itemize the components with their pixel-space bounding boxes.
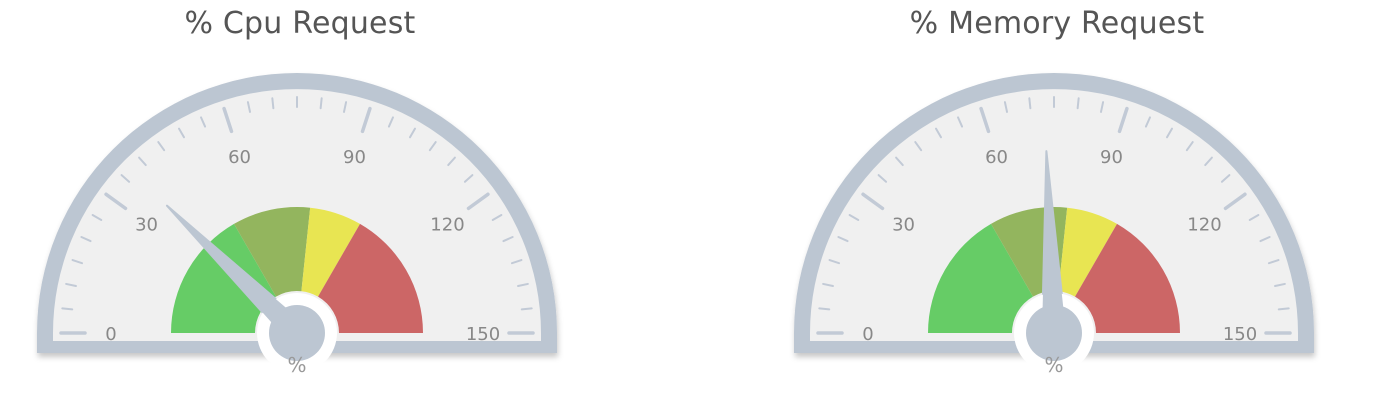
- gauge-band: [234, 207, 311, 297]
- tick-label: 30: [135, 215, 158, 236]
- minor-tick: [157, 141, 166, 152]
- minor-tick: [1003, 101, 1009, 113]
- tick-label: 0: [105, 324, 116, 345]
- minor-tick: [818, 307, 831, 311]
- tick-label: 120: [430, 215, 464, 236]
- minor-tick: [65, 282, 77, 288]
- minor-tick: [1166, 127, 1173, 139]
- tick-label: 60: [985, 147, 1008, 168]
- minor-tick: [61, 307, 74, 311]
- tick-label: 90: [343, 147, 366, 168]
- tick-label: 150: [1223, 324, 1257, 345]
- minor-tick: [895, 156, 904, 167]
- minor-tick: [387, 116, 394, 128]
- minor-tick: [428, 141, 437, 152]
- minor-tick: [1204, 156, 1213, 167]
- minor-tick: [1028, 97, 1032, 110]
- minor-tick: [1267, 259, 1280, 265]
- minor-tick: [200, 116, 207, 128]
- gauge-unit-label: %: [1044, 353, 1063, 377]
- minor-tick: [957, 116, 964, 128]
- tick-label: 150: [466, 324, 500, 345]
- minor-tick: [1185, 141, 1194, 152]
- minor-tick: [463, 174, 474, 183]
- minor-tick: [91, 214, 103, 221]
- major-tick: [979, 106, 991, 134]
- minor-tick: [138, 156, 147, 167]
- major-tick: [1223, 192, 1247, 211]
- minor-tick: [342, 101, 348, 113]
- cpu-request-gauge: 0 30 60 90 120 150 %: [37, 73, 557, 377]
- minor-tick: [1220, 174, 1231, 183]
- minor-tick: [502, 236, 514, 243]
- tick-label: 30: [892, 215, 915, 236]
- minor-tick: [914, 141, 923, 152]
- minor-tick: [319, 97, 323, 110]
- minor-tick: [1076, 97, 1080, 110]
- minor-tick: [271, 97, 275, 110]
- minor-tick: [1248, 214, 1260, 221]
- minor-tick: [520, 307, 533, 311]
- minor-tick: [1099, 101, 1105, 113]
- minor-tick: [877, 174, 888, 183]
- gauge-band: [1075, 223, 1180, 333]
- minor-tick: [510, 259, 523, 265]
- gauge-title: % Memory Request: [909, 6, 1205, 41]
- memory-request-gauge: 0 30 60 90 120 150 %: [794, 73, 1314, 377]
- minor-tick: [837, 236, 849, 243]
- major-tick: [1117, 106, 1129, 134]
- major-tick: [222, 106, 234, 134]
- major-tick: [360, 106, 372, 134]
- gauge-band: [928, 223, 1033, 333]
- minor-tick: [848, 214, 860, 221]
- minor-tick: [409, 127, 416, 139]
- gauge-needle-front: [166, 205, 306, 342]
- minor-tick: [1277, 307, 1290, 311]
- minor-tick: [1274, 282, 1286, 288]
- tick-label: 90: [1100, 147, 1123, 168]
- minor-tick: [71, 259, 84, 265]
- gauge-band: [171, 223, 276, 333]
- tick-label: 120: [1187, 215, 1221, 236]
- minor-tick: [828, 259, 841, 265]
- cpu-request-gauge-panel: % Cpu Request 0 30 60 90 120 150 %: [0, 0, 600, 400]
- gauge-band: [1058, 207, 1117, 297]
- major-tick: [861, 192, 885, 211]
- gauge-needle-front: [1042, 151, 1066, 334]
- memory-request-gauge-panel: % Memory Request 0 30 60 90 120 150 %: [757, 0, 1357, 400]
- tick-label: 0: [862, 324, 873, 345]
- minor-tick: [447, 156, 456, 167]
- minor-tick: [1259, 236, 1271, 243]
- minor-tick: [80, 236, 92, 243]
- minor-tick: [1144, 116, 1151, 128]
- minor-tick: [178, 127, 185, 139]
- gauge-hub: [269, 305, 325, 361]
- major-tick: [466, 192, 490, 211]
- gauge-title: % Cpu Request: [184, 6, 416, 41]
- minor-tick: [517, 282, 529, 288]
- minor-tick: [246, 101, 252, 113]
- major-tick: [104, 192, 128, 211]
- minor-tick: [120, 174, 131, 183]
- gauge-unit-label: %: [287, 353, 306, 377]
- minor-tick: [935, 127, 942, 139]
- gauge-hub: [1026, 305, 1082, 361]
- tick-label: 60: [228, 147, 251, 168]
- minor-tick: [491, 214, 503, 221]
- minor-tick: [822, 282, 834, 288]
- gauge-band: [318, 223, 423, 333]
- gauge-band: [301, 207, 360, 297]
